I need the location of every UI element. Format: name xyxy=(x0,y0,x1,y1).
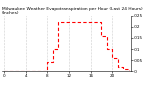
Text: Milwaukee Weather Evapotranspiration per Hour (Last 24 Hours) (Inches): Milwaukee Weather Evapotranspiration per… xyxy=(2,7,142,15)
